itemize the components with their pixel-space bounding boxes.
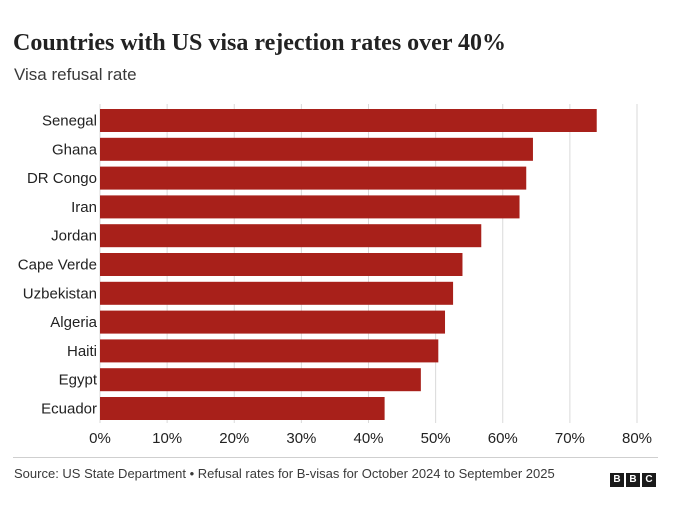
category-label: Uzbekistan bbox=[23, 285, 97, 302]
category-label: Ecuador bbox=[41, 401, 97, 418]
bar-cape-verde bbox=[100, 253, 463, 276]
bars bbox=[100, 109, 597, 420]
x-tick-label: 80% bbox=[622, 430, 652, 447]
category-label: Ghana bbox=[52, 141, 98, 158]
bbc-logo-letter-c: C bbox=[642, 473, 656, 487]
chart-subtitle: Visa refusal rate bbox=[14, 65, 137, 84]
category-label: Senegal bbox=[42, 113, 97, 130]
category-label: Egypt bbox=[59, 372, 98, 389]
bar-senegal bbox=[100, 109, 597, 132]
bar-ecuador bbox=[100, 397, 385, 420]
bar-dr-congo bbox=[100, 166, 527, 190]
bar-haiti bbox=[100, 339, 439, 363]
chart-title: Countries with US visa rejection rates o… bbox=[13, 30, 507, 56]
x-tick-label: 10% bbox=[152, 430, 182, 447]
bbc-logo-letter-b1: B bbox=[610, 473, 624, 487]
category-label: Iran bbox=[71, 199, 97, 216]
bbc-logo: B B C bbox=[610, 473, 656, 487]
bar-jordan bbox=[100, 224, 482, 248]
x-tick-label: 20% bbox=[219, 430, 249, 447]
category-label: Algeria bbox=[50, 314, 97, 331]
bar-uzbekistan bbox=[100, 281, 454, 305]
category-labels: Senegal Ghana DR Congo Iran Jordan Cape Verde… bbox=[18, 113, 98, 418]
bar-ghana bbox=[100, 137, 533, 161]
source-note: Source: US State Department • Refusal ra… bbox=[14, 466, 555, 481]
x-tick-label: 30% bbox=[286, 430, 316, 447]
x-tick-label: 50% bbox=[421, 430, 451, 447]
bar-algeria bbox=[100, 310, 446, 334]
bbc-logo-letter-b2: B bbox=[626, 473, 640, 487]
x-tick-label: 60% bbox=[488, 430, 518, 447]
x-axis-ticks: 0% 10% 20% 30% 40% 50% 60% 70% 80% bbox=[89, 430, 652, 447]
category-label: Cape Verde bbox=[18, 257, 97, 274]
category-label: Haiti bbox=[67, 343, 97, 360]
bar-iran bbox=[100, 195, 520, 219]
x-tick-label: 40% bbox=[353, 430, 383, 447]
x-tick-label: 70% bbox=[555, 430, 585, 447]
x-tick-label: 0% bbox=[89, 430, 111, 447]
category-label: DR Congo bbox=[27, 170, 97, 187]
footer-divider bbox=[13, 457, 658, 458]
bar-egypt bbox=[100, 368, 421, 392]
category-label: Jordan bbox=[51, 228, 97, 245]
